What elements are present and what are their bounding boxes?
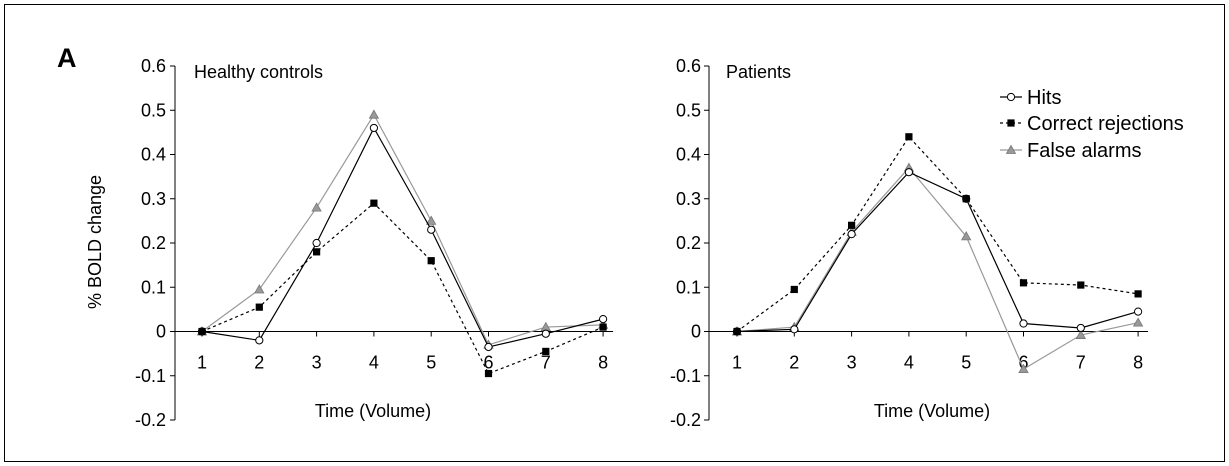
chart-title: Patients [726,62,791,82]
data-point [1018,363,1029,374]
series-line-false-alarms [201,113,604,346]
data-point [847,230,856,239]
x-tick-label: 8 [598,353,608,373]
data-point [311,202,322,212]
data-point [905,133,913,141]
x-tick-label: 7 [1076,353,1086,373]
data-point [254,284,265,294]
y-tick-label: 0.4 [676,145,701,165]
data-point [599,315,608,324]
chart-panel-2: -0.2 -0.1 0 0.1 0.2 0.3 0.4 0.5 0.6 1 2 3 4 5 6 7 8 Patie… [670,56,1149,430]
x-tick-label: 4 [369,353,379,373]
y-tick-label: 0.4 [141,145,166,165]
x-tick-label: 4 [904,353,914,373]
y-axis-label: % BOLD change [85,175,105,309]
y-tick-label: -0.1 [135,366,166,386]
y-tick-label: 0.3 [676,189,701,209]
data-point [426,215,437,225]
y-tick-label: 0.3 [141,189,166,209]
data-point [542,347,550,356]
y-tick-label: 0.1 [676,277,701,297]
data-point [790,325,799,334]
data-point [904,168,914,177]
data-point [369,123,378,133]
y-tick-label: -0.1 [670,366,701,386]
chart-panel-1: -0.2 -0.1 0 0.1 0.2 0.3 0.4 0.5 0.6 1 2 3 4 5 6 7 8 Healt… [135,56,614,430]
x-tick-label: 1 [197,353,207,373]
legend-label: False alarms [1027,140,1141,162]
data-point [1134,307,1143,316]
data-point [313,248,321,256]
x-tick-label: 3 [847,353,857,373]
data-point [790,285,798,294]
series-line-correct-rejections [736,135,1139,332]
data-point [255,336,264,345]
data-point [1019,319,1028,328]
data-point [312,238,321,248]
data-point [198,327,206,336]
x-tick-label: 8 [1133,353,1143,373]
data-point [484,342,493,352]
x-tick-label: 6 [483,353,493,373]
y-tick-label: -0.2 [135,410,166,430]
series-line-hits [201,126,604,348]
data-point [1019,279,1028,287]
x-tick-label: 6 [1018,353,1028,373]
y-tick-label: 0.1 [141,277,166,297]
y-tick-label: 0.2 [141,233,166,253]
legend-marker [1007,119,1015,127]
x-tick-label: 1 [732,353,742,373]
data-point [368,109,380,119]
data-point [1134,290,1142,298]
x-tick-label: 7 [541,353,551,373]
y-tick-label: 0.5 [676,100,701,120]
data-point [484,369,493,378]
y-tick-label: 0.5 [141,100,166,120]
series-line-correct-rejections [201,202,604,375]
panel-letter: A [57,43,77,73]
chart-title: Healthy controls [194,62,323,82]
series-line-false-alarms [736,166,1139,370]
data-point [1076,323,1085,333]
data-point [962,195,970,203]
legend-label: Hits [1027,87,1061,109]
y-tick-label: 0 [156,322,166,342]
figure-frame: A [4,4,1225,462]
data-point [541,329,550,338]
data-point [1075,329,1086,339]
x-tick-label: 5 [426,353,436,373]
data-point [961,231,972,241]
x-tick-label: 2 [254,353,264,373]
y-tick-label: 0.6 [676,56,701,76]
y-tick-label: -0.2 [670,410,701,430]
x-tick-label: 5 [961,353,971,373]
x-tick-label: 3 [312,353,322,373]
x-axis-label: Time (Volume) [874,401,990,421]
series-line-hits [736,171,1139,333]
data-point [370,199,378,207]
legend-marker [1006,92,1016,102]
y-tick-label: 0.2 [676,233,701,253]
legend: Hits Correct rejections False alarms [1000,87,1184,162]
data-point [733,327,741,336]
legend-label: Correct rejections [1027,113,1184,135]
data-point [1077,281,1085,289]
data-point [599,323,607,331]
data-point [255,303,263,311]
data-point [427,257,435,265]
y-tick-label: 0 [691,322,701,342]
data-point [427,225,436,234]
x-tick-label: 2 [789,353,799,373]
y-axis-label-group: % BOLD change [85,175,105,309]
y-tick-label: 0.6 [141,56,166,76]
legend-marker [1005,144,1017,154]
x-axis-label: Time (Volume) [315,401,431,421]
data-point [1132,317,1144,327]
data-point [848,221,856,229]
